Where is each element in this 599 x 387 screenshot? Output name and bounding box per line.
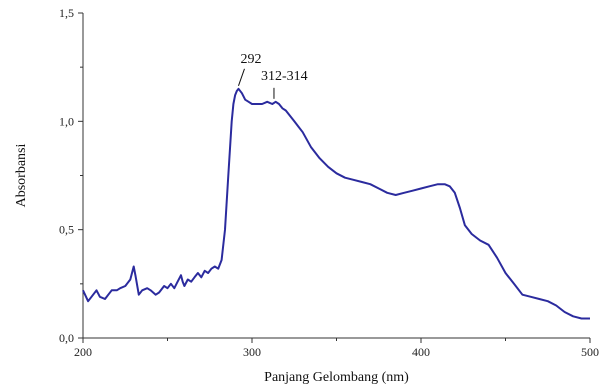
x-tick-label: 500: [581, 345, 599, 359]
x-ticks: 200 300 400 500: [74, 338, 599, 359]
y-axis-title: Absorbansi: [14, 144, 29, 208]
axes: [82, 13, 590, 339]
x-tick-label: 400: [412, 345, 430, 359]
y-tick-label: 0,5: [59, 223, 74, 237]
y-ticks: 0,0 0,5 1,0 1,5: [59, 6, 83, 345]
peak-annotation-label: 312-314: [261, 69, 308, 84]
x-tick-label: 200: [74, 345, 92, 359]
x-axis-title: Panjang Gelombang (nm): [264, 370, 409, 385]
y-tick-label: 1,0: [59, 114, 74, 128]
peak-annotation-label: 292: [240, 52, 261, 67]
y-tick-label: 0,0: [59, 331, 74, 345]
x-tick-label: 300: [243, 345, 261, 359]
annotation-leader-line: [238, 68, 245, 86]
y-tick-label: 1,5: [59, 6, 74, 20]
absorbance-series-line: [82, 87, 590, 320]
